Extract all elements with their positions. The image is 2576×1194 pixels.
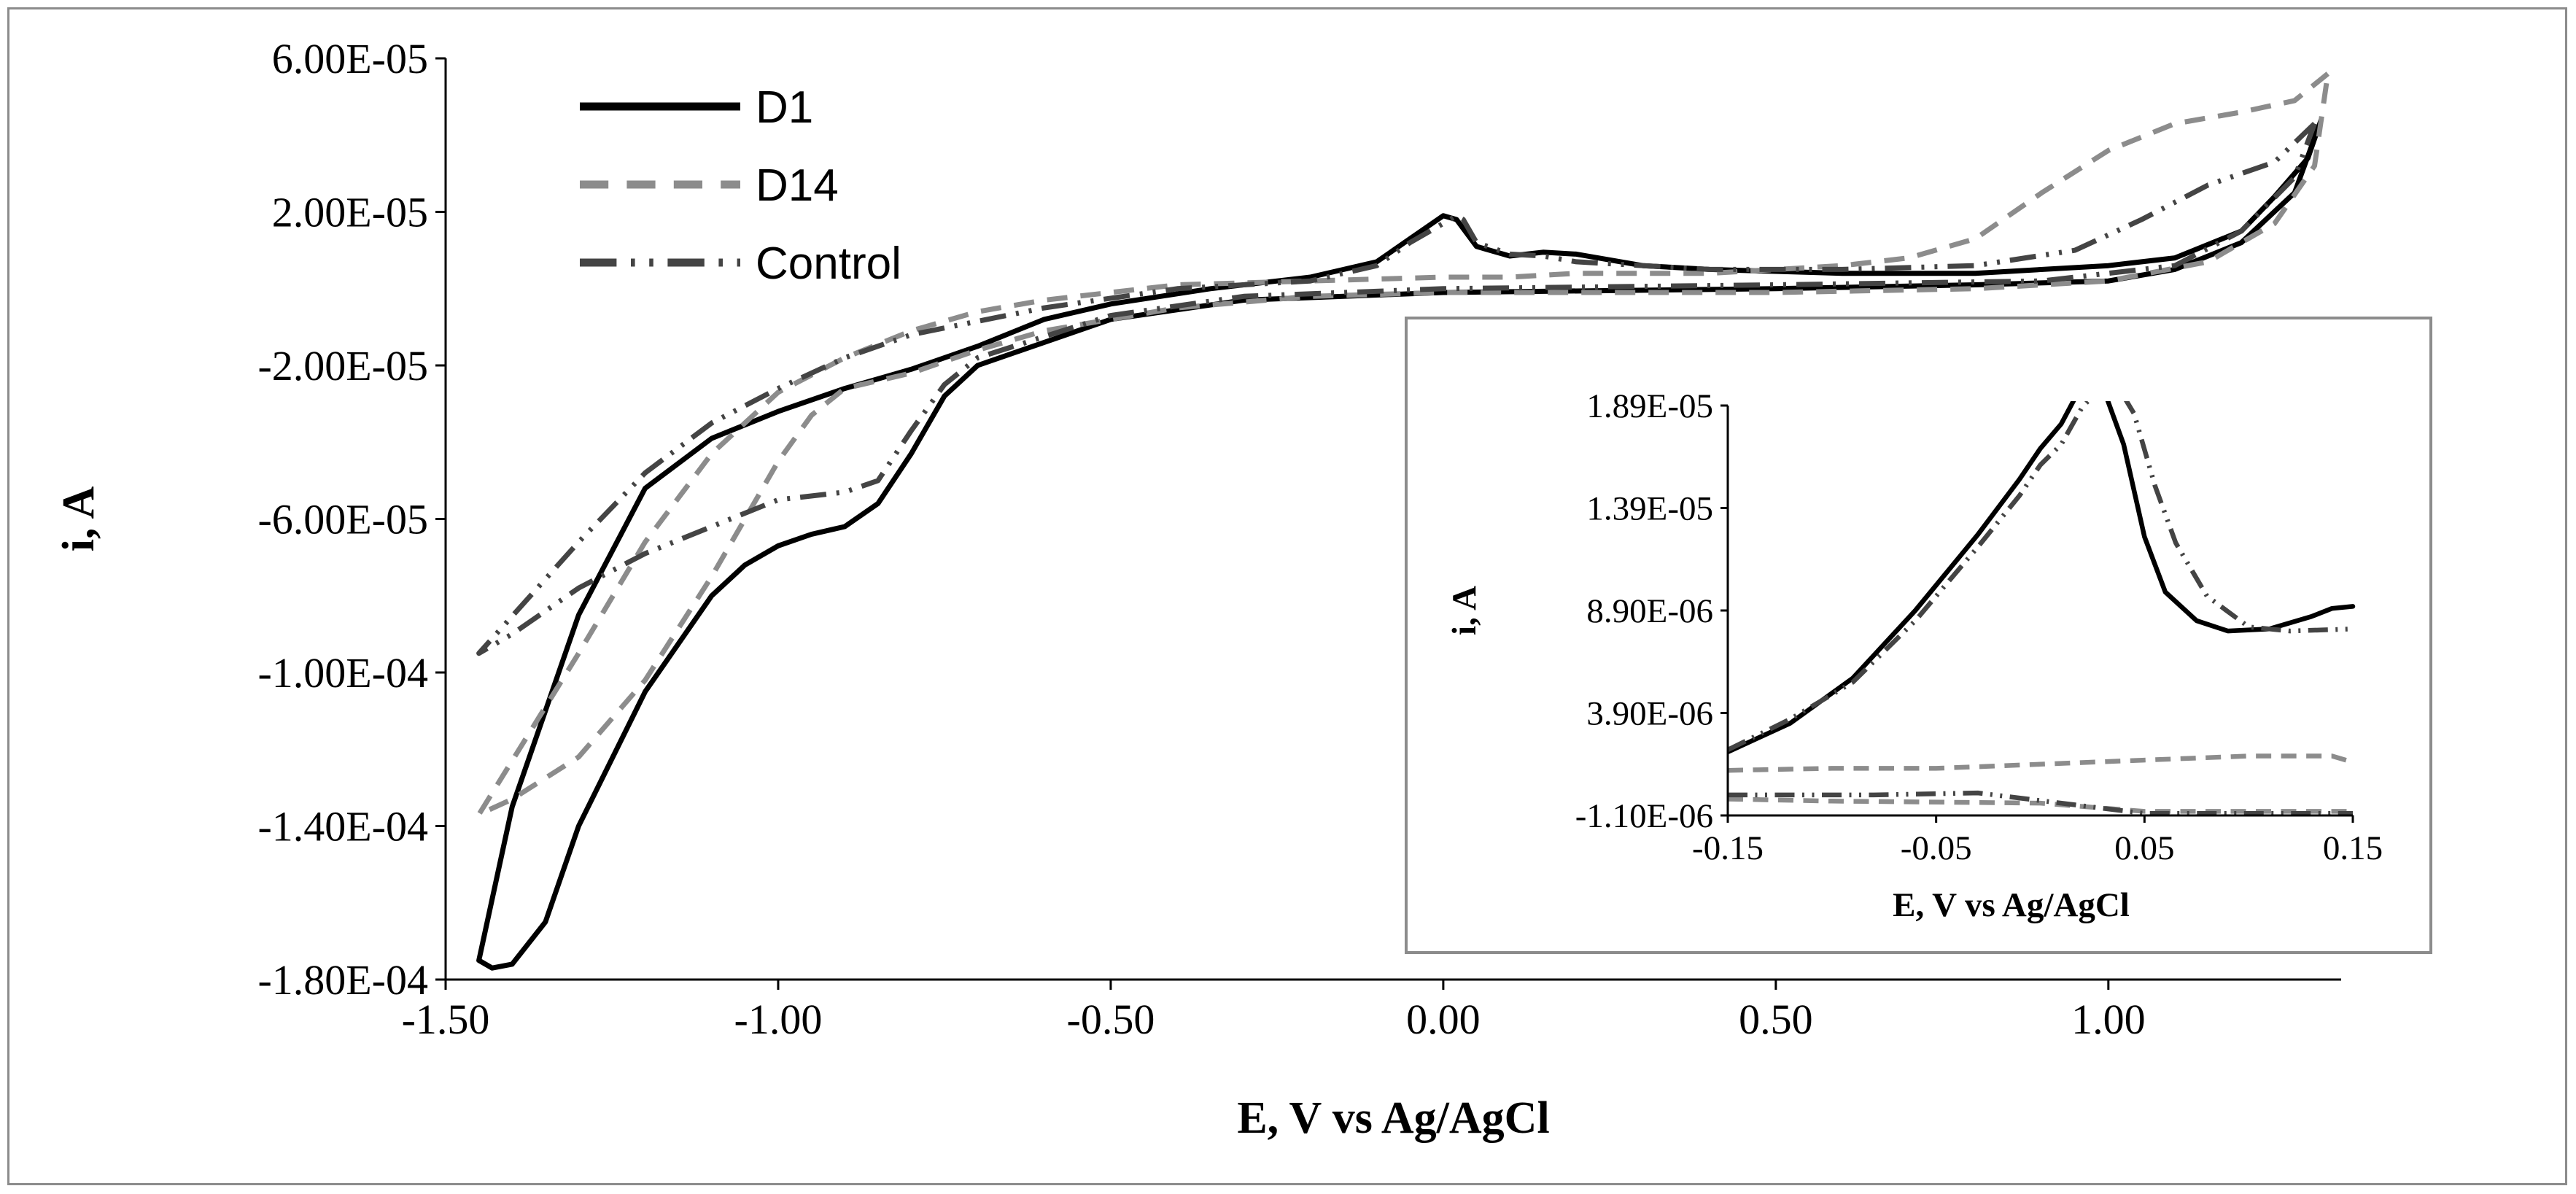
inset-x-tick-label: -0.15	[1692, 829, 1764, 867]
inset-y-tick-label: 1.89E-05	[1586, 387, 1713, 425]
main-x-axis-title: E, V vs Ag/AgCl	[1237, 1093, 1549, 1143]
main-y-tick-label: 2.00E-05	[272, 189, 428, 236]
inset-y-tick-label: 3.90E-06	[1586, 695, 1713, 733]
main-series-group	[476, 71, 2331, 971]
main-y-tick-label: -6.00E-05	[257, 496, 428, 543]
inset-x-axis-title: E, V vs Ag/AgCl	[1893, 886, 2130, 924]
cyclic-voltammogram-chart: 6.00E-052.00E-05-2.00E-05-6.00E-05-1.00E…	[54, 35, 2432, 1143]
legend-label-d14: D14	[756, 160, 839, 211]
inset-x-tick-label: 0.05	[2114, 829, 2174, 867]
main-y-tick-label: -2.00E-05	[257, 342, 428, 389]
main-x-tick-label: -1.00	[734, 996, 823, 1043]
chart-frame: 6.00E-05 2.00E-05 -2.00E-05 -6.00E-05 -1.00E…	[7, 7, 2567, 1185]
main-y-tick-label: -1.00E-04	[257, 649, 428, 697]
inset-x-tick-label: -0.05	[1901, 829, 1972, 867]
legend: D1 D14 Control	[580, 82, 901, 289]
legend-label-d1: D1	[756, 82, 813, 133]
inset-series-control-return	[1728, 790, 2353, 815]
main-x-tick-label: 0.50	[1739, 996, 1813, 1043]
main-series-control	[476, 121, 2317, 656]
main-y-axis-title: i, A	[54, 486, 104, 551]
legend-label-control: Control	[756, 239, 901, 289]
main-x-tick-label: -0.50	[1067, 996, 1155, 1043]
main-y-tick-label: 6.00E-05	[272, 35, 428, 82]
inset-series-control	[1728, 401, 2354, 753]
main-x-tick-label: -1.50	[402, 996, 490, 1043]
main-x-tick-label: 1.00	[2071, 996, 2146, 1043]
inset-y-tick-label: -1.10E-06	[1575, 797, 1713, 835]
inset-y-tick-label: 1.39E-05	[1586, 490, 1713, 528]
main-y-tick-label: -1.80E-04	[257, 956, 428, 1004]
main-x-tick-label: 0.00	[1406, 996, 1481, 1043]
main-chart: 6.00E-052.00E-05-2.00E-05-6.00E-05-1.00E…	[54, 35, 2341, 1143]
main-y-tick-label: -1.40E-04	[257, 803, 428, 850]
inset-y-tick-label: 8.90E-06	[1586, 592, 1713, 630]
inset-panel	[1405, 317, 2432, 954]
inset-series-d14	[1728, 753, 2354, 773]
inset-series-group	[1728, 401, 2356, 815]
inset-y-axis-title: i, A	[1446, 586, 1483, 635]
inset-chart: 1.89E-05 1.39E-05 8.90E-06 3.90E-06 -1.10E-0…	[1405, 317, 2432, 954]
inset-x-tick-label: 0.15	[2323, 829, 2383, 867]
